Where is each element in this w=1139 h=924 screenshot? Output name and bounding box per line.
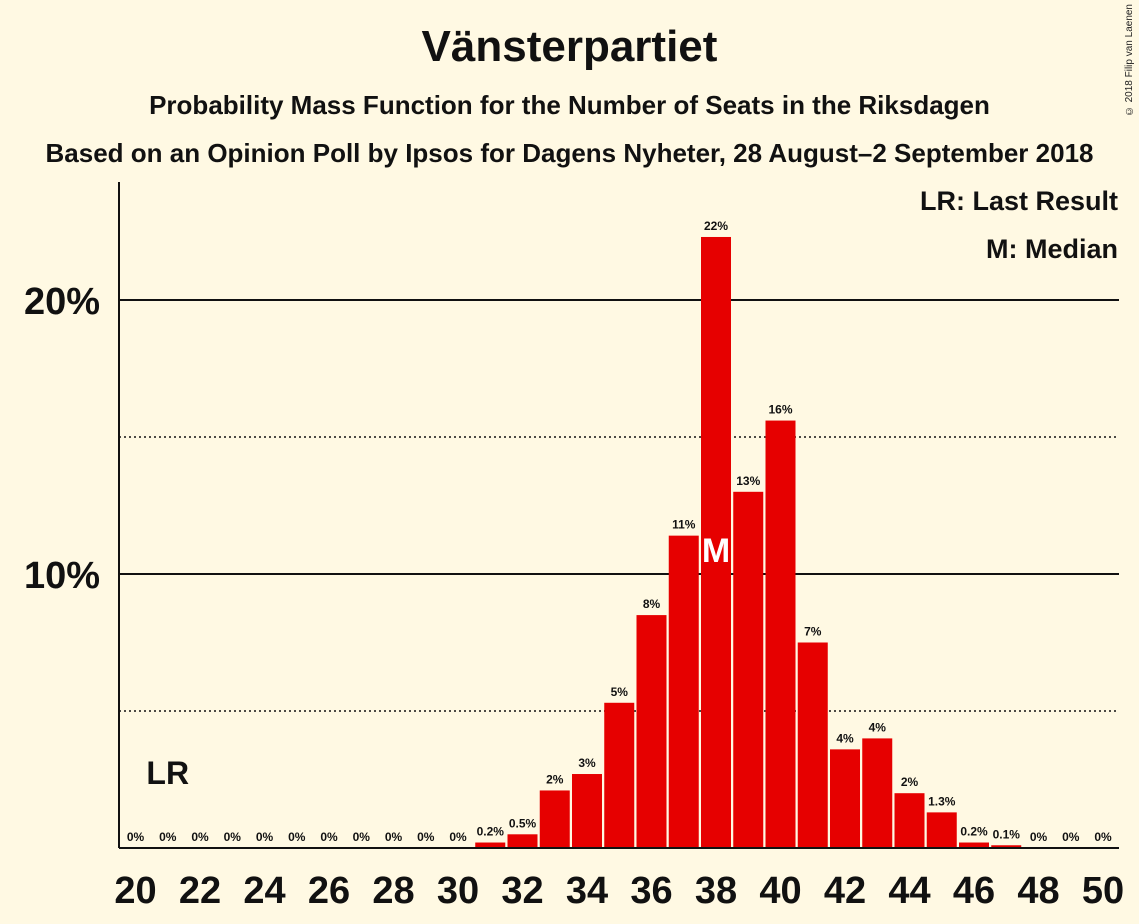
x-tick-label: 40: [759, 870, 801, 912]
bar-value-label: 0%: [288, 830, 306, 844]
bar-value-label: 0.5%: [509, 816, 537, 830]
chart-title: Vänsterpartiet: [421, 22, 718, 71]
bar-value-label: 3%: [578, 756, 596, 770]
bar: [636, 615, 667, 848]
bar: [668, 535, 699, 848]
y-tick-label: 20%: [24, 281, 100, 323]
bar-value-label: 0%: [320, 830, 338, 844]
x-tick-label: 26: [308, 870, 350, 912]
bar: [894, 793, 925, 848]
bars: [475, 236, 1022, 849]
bar-value-label: 0%: [1094, 830, 1112, 844]
bar-value-label: 2%: [546, 772, 564, 786]
x-tick-label: 24: [243, 870, 285, 912]
x-tick-label: 44: [888, 870, 930, 912]
bar-value-label: 0%: [1062, 830, 1080, 844]
bar: [991, 845, 1022, 848]
bar-value-label: 4%: [836, 731, 854, 745]
bar-value-label: 1.3%: [928, 794, 956, 808]
bar: [862, 738, 893, 848]
x-tick-label: 34: [566, 870, 608, 912]
bar-value-label: 0%: [224, 830, 242, 844]
bar: [539, 790, 570, 848]
chart-source-line: Based on an Opinion Poll by Ipsos for Da…: [45, 138, 1094, 168]
x-tick-label: 28: [372, 870, 414, 912]
y-tick-label: 10%: [24, 555, 100, 597]
bar-value-label: 0%: [127, 830, 145, 844]
x-tick-label: 48: [1017, 870, 1059, 912]
median-marker: M: [702, 532, 730, 570]
bar-value-label: 11%: [672, 518, 696, 532]
last-result-marker: LR: [146, 755, 189, 791]
bar: [959, 842, 989, 848]
bar-value-label: 2%: [901, 775, 919, 789]
bar-value-label: 7%: [804, 625, 822, 639]
bar: [797, 642, 828, 848]
x-tick-label: 22: [179, 870, 221, 912]
x-tick-label: 32: [501, 870, 543, 912]
bar: [475, 842, 506, 848]
bar: [604, 702, 635, 848]
bar: [830, 749, 860, 848]
axes: 10% 20% 20 22 24 26 28 30 32 34 36 38 40 42 44 46 48 50: [24, 182, 1124, 912]
bar-value-label: 0%: [385, 830, 403, 844]
legend-last-result: LR: Last Result: [920, 186, 1118, 216]
legend-median: M: Median: [986, 234, 1118, 264]
x-tick-label: 42: [824, 870, 866, 912]
bar-value-label: 0%: [449, 830, 467, 844]
bar: [701, 236, 731, 849]
bar: [733, 491, 764, 848]
bar-value-label: 0.2%: [477, 825, 505, 839]
bar-value-label: 8%: [643, 597, 661, 611]
x-tick-label: 36: [630, 870, 672, 912]
gridlines: [119, 299, 1119, 712]
bar: [926, 812, 957, 848]
bar-value-label: 0%: [256, 830, 274, 844]
bar-value-label: 5%: [611, 685, 629, 699]
bar: [507, 834, 538, 848]
bar-value-label: 4%: [869, 720, 887, 734]
bar-value-label: 22%: [704, 219, 728, 233]
bar-value-label: 13%: [736, 474, 760, 488]
x-tick-label: 46: [953, 870, 995, 912]
bar-value-label: 0.1%: [993, 827, 1021, 841]
x-tick-label: 38: [695, 870, 737, 912]
chart-subtitle: Probability Mass Function for the Number…: [149, 90, 990, 120]
bar: [765, 420, 796, 848]
bar-value-label: 0%: [417, 830, 435, 844]
bar-value-label: 0.2%: [960, 825, 988, 839]
bar-labels: 0% 0% 0% 0% 0% 0% 0% 0% 0% 0% 0% 0.2% 0.5% 2% 3% 5% 8% 11…: [127, 219, 1112, 844]
bar-value-label: 0%: [1030, 830, 1048, 844]
x-tick-label: 20: [114, 870, 156, 912]
bar-value-label: 0%: [353, 830, 371, 844]
x-tick-label: 30: [437, 870, 479, 912]
bar-value-label: 0%: [159, 830, 177, 844]
bar: [572, 774, 602, 848]
bar-value-label: 0%: [191, 830, 209, 844]
x-tick-label: 50: [1082, 870, 1124, 912]
bar-value-label: 16%: [768, 403, 792, 417]
